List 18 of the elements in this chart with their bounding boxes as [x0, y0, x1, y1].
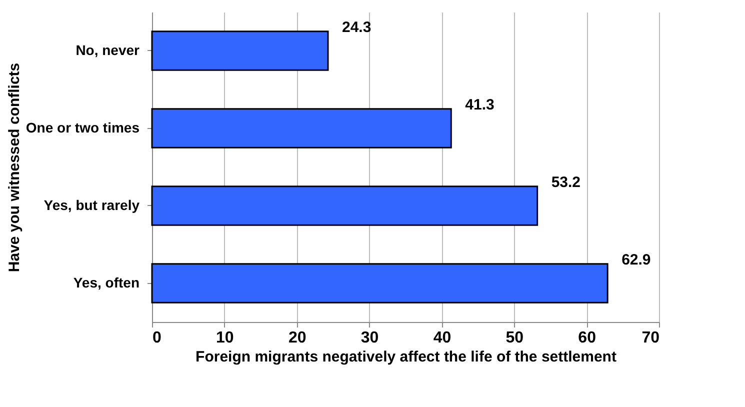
data-label: 24.3	[342, 18, 372, 36]
data-label: 41.3	[465, 96, 494, 114]
data-label: 62.9	[622, 251, 651, 268]
x-tick-label: 0	[152, 330, 162, 346]
x-tick-label: 50	[506, 330, 524, 346]
y-tick-label: Yes, often	[73, 274, 140, 290]
x-tick-label: 40	[433, 330, 452, 346]
y-tick-label: One or two times	[26, 119, 140, 136]
x-tick-label: 70	[642, 330, 660, 346]
x-tick-label: 30	[360, 330, 379, 346]
x-tick-label: 10	[216, 330, 234, 346]
x-tick-label: 20	[288, 330, 306, 346]
y-tick-label: No, never	[76, 42, 140, 58]
x-tick-label: 60	[578, 330, 596, 346]
y-axis-title: Have you witnessed conflicts	[6, 62, 23, 272]
data-label: 53.2	[551, 174, 581, 191]
x-axis-title: Foreign migrants negatively affect the life of the settlement	[196, 348, 616, 366]
y-tick-label: Yes, but rarely	[44, 196, 140, 213]
